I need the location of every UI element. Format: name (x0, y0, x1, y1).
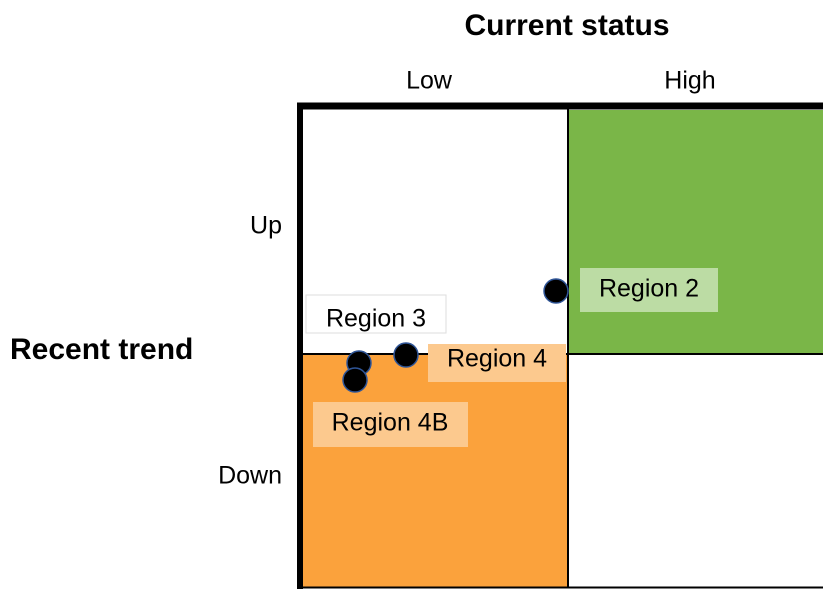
column-label: High (664, 67, 715, 95)
row-label: Down (218, 462, 282, 490)
column-label: Low (406, 67, 453, 95)
row-title: Recent trend (10, 333, 193, 366)
point-label: Region 4 (447, 345, 547, 373)
point (543, 278, 569, 304)
quadrant-high-up (568, 110, 823, 354)
point (342, 367, 368, 393)
row-label: Up (250, 212, 282, 240)
label-box (305, 294, 447, 334)
point-label: Region 2 (599, 275, 699, 303)
label-box (428, 344, 566, 382)
point-label: Region 4B (332, 409, 449, 437)
point (393, 342, 419, 368)
column-title: Current status (464, 9, 669, 42)
point-label: Region 3 (326, 305, 426, 333)
quadrant-low-down (303, 354, 568, 588)
label-box (313, 402, 468, 447)
label-box (580, 268, 718, 312)
